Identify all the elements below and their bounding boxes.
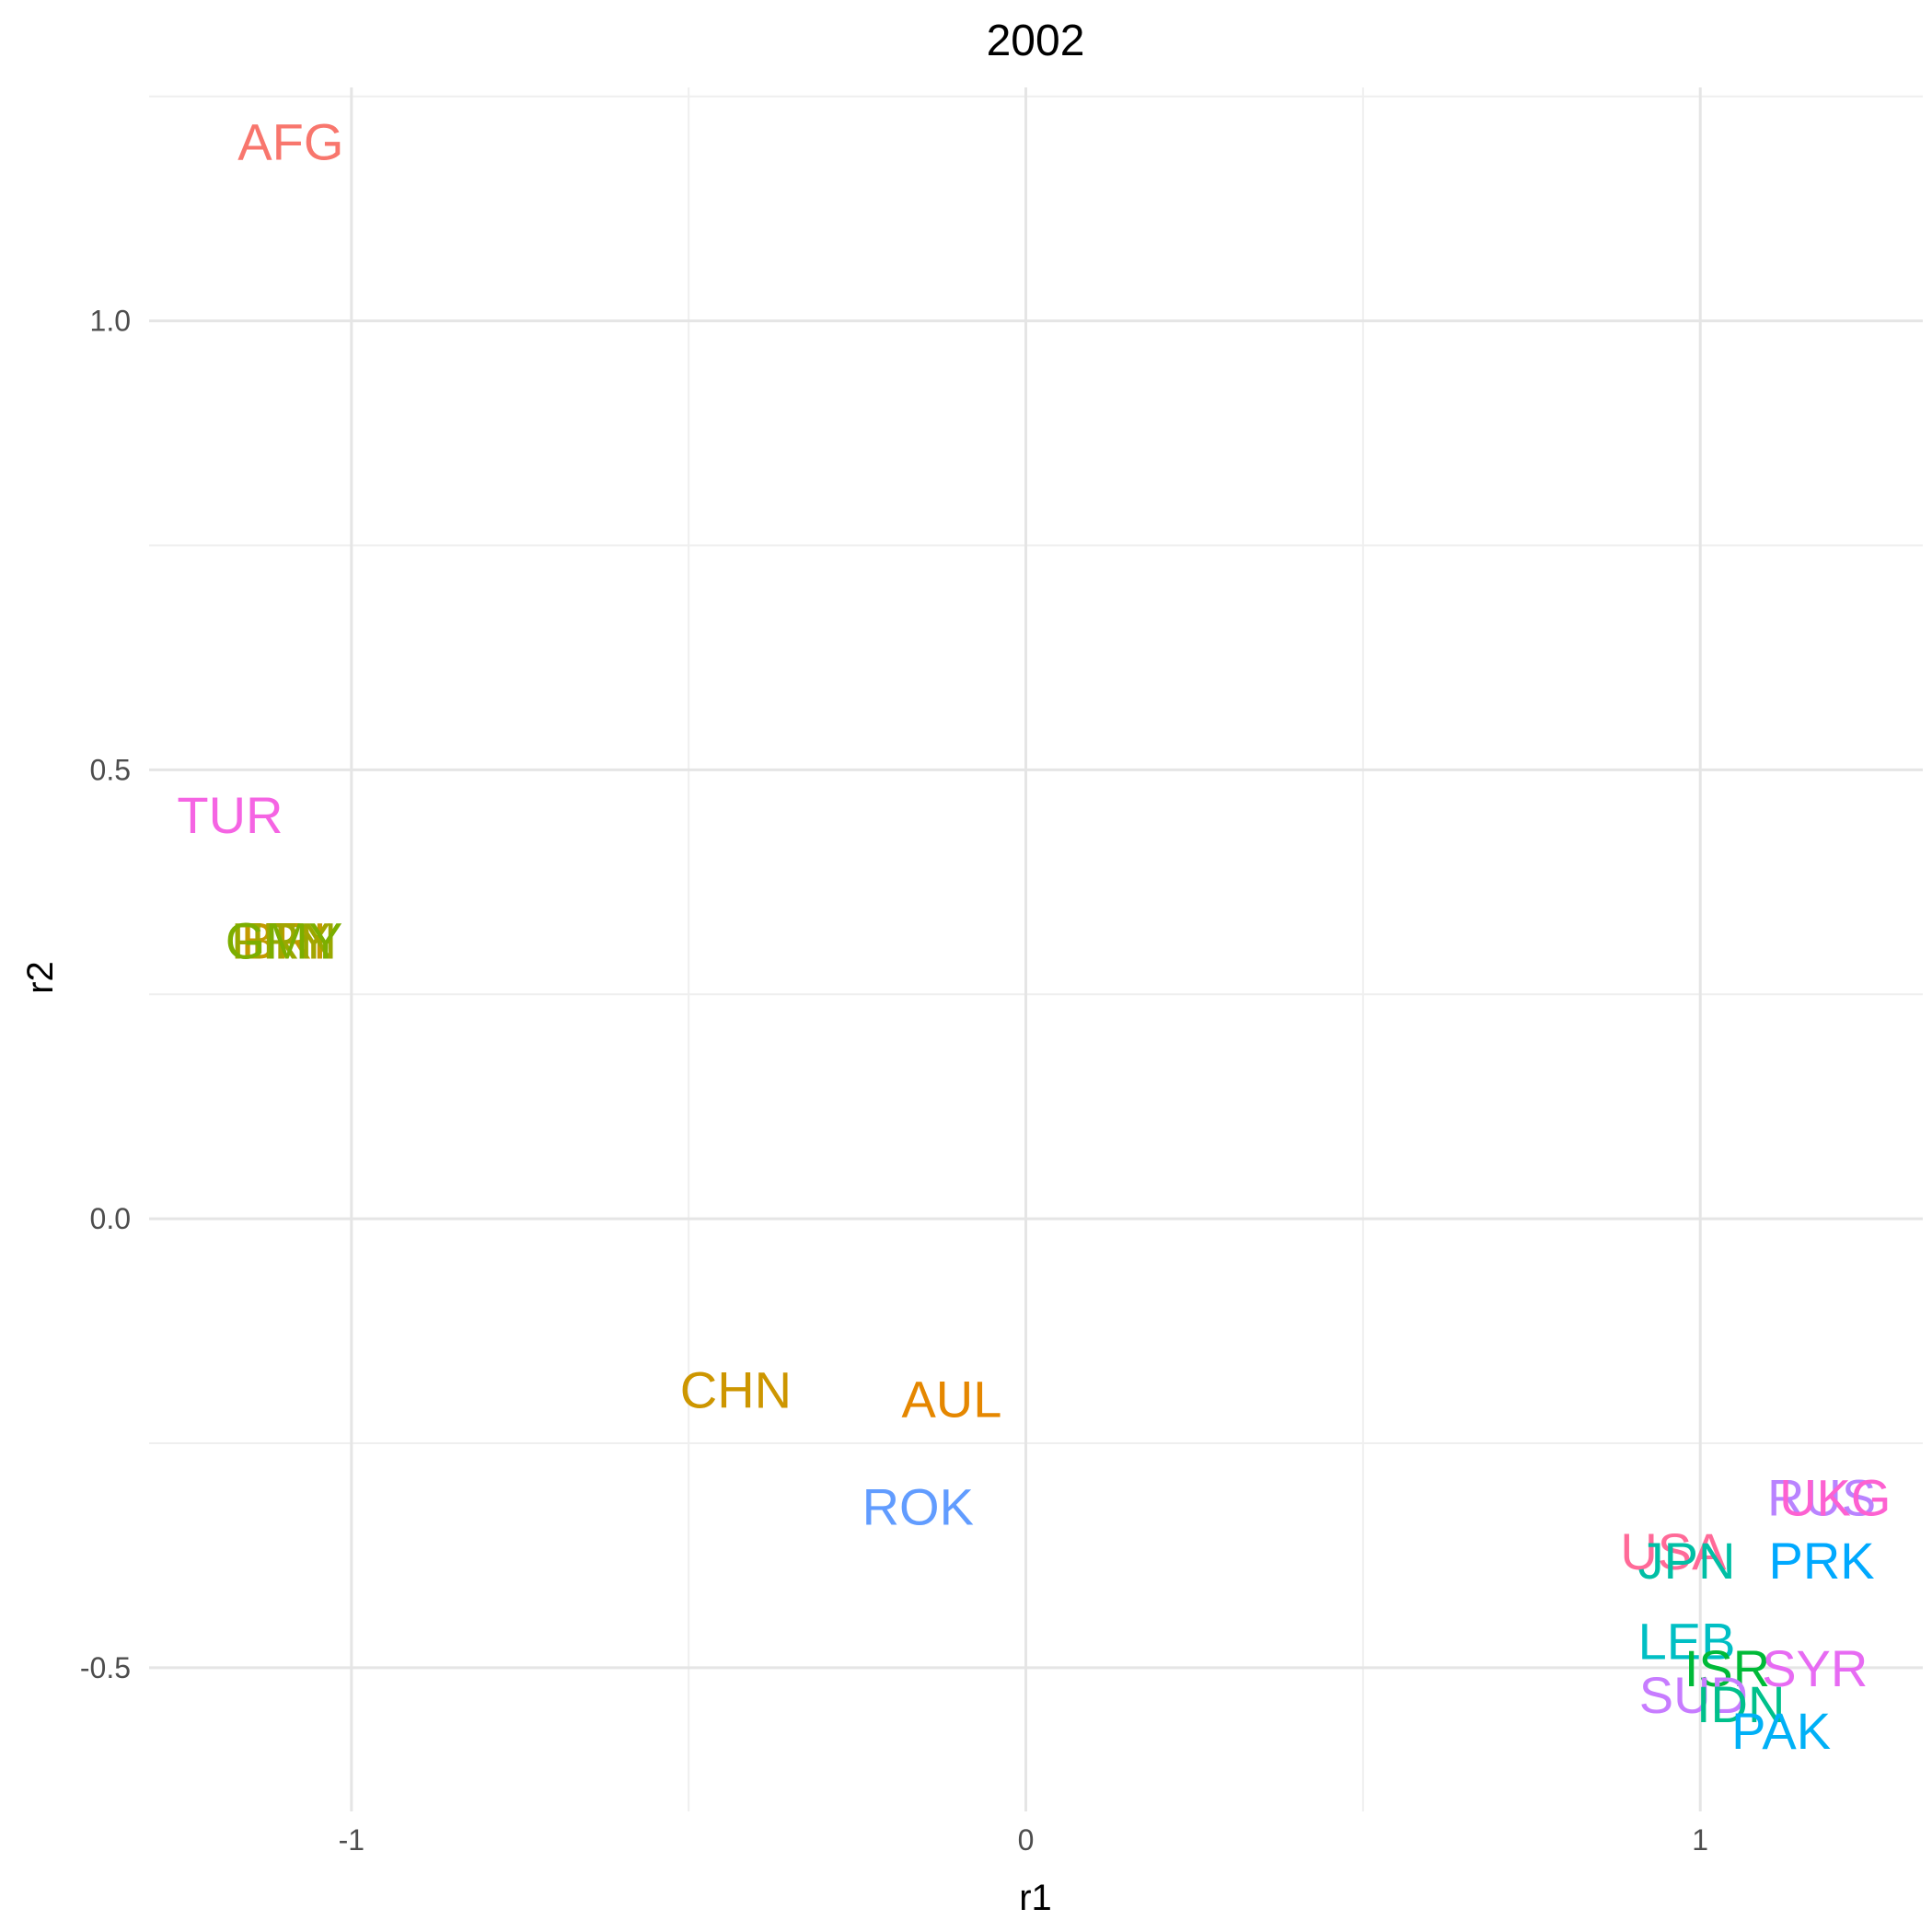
y-tick-label: 0.5 [90,753,131,786]
point-label-syr: SYR [1762,1639,1868,1697]
point-label-bri: BRI [241,912,327,970]
point-label-usa: USA [1620,1522,1727,1580]
point-label-idn: IDN [1696,1675,1785,1733]
point-label-rok: ROK [862,1477,974,1535]
y-tick-label: -0.5 [80,1651,131,1684]
point-label-aul: AUL [901,1370,1001,1428]
point-label-afg: AFG [237,113,343,171]
point-label-isr: ISR [1684,1639,1770,1697]
point-label-tur: TUR [177,786,283,844]
point-label-pak: PAK [1731,1702,1831,1760]
point-label-gmy: GMY [226,912,343,970]
point-label-leb: LEB [1638,1613,1736,1671]
point-label-jpn: JPN [1638,1532,1736,1590]
y-axis-title: r2 [20,961,61,994]
axis-ticks: -1 0 1 -0.5 0.0 0.5 1.0 [80,305,1708,1857]
y-tick-label: 1.0 [90,305,131,338]
point-label-frn: FRN [231,912,337,970]
x-tick-label: 1 [1692,1823,1708,1857]
x-tick-label: 0 [1018,1823,1035,1857]
x-axis-title: r1 [1019,1878,1052,1918]
point-label-prk: PRK [1769,1532,1875,1590]
grid-lines [149,87,1923,1811]
chart-title: 2002 [987,17,1085,65]
point-label-ity: ITY [250,912,330,970]
x-tick-label: -1 [339,1823,364,1857]
point-label-ukg: UKG [1779,1469,1891,1527]
point-label-rus: RUS [1767,1469,1876,1527]
point-label-sud: SUD [1639,1666,1748,1724]
point-label-chn: CHN [680,1361,792,1419]
y-tick-label: 0.0 [90,1202,131,1235]
